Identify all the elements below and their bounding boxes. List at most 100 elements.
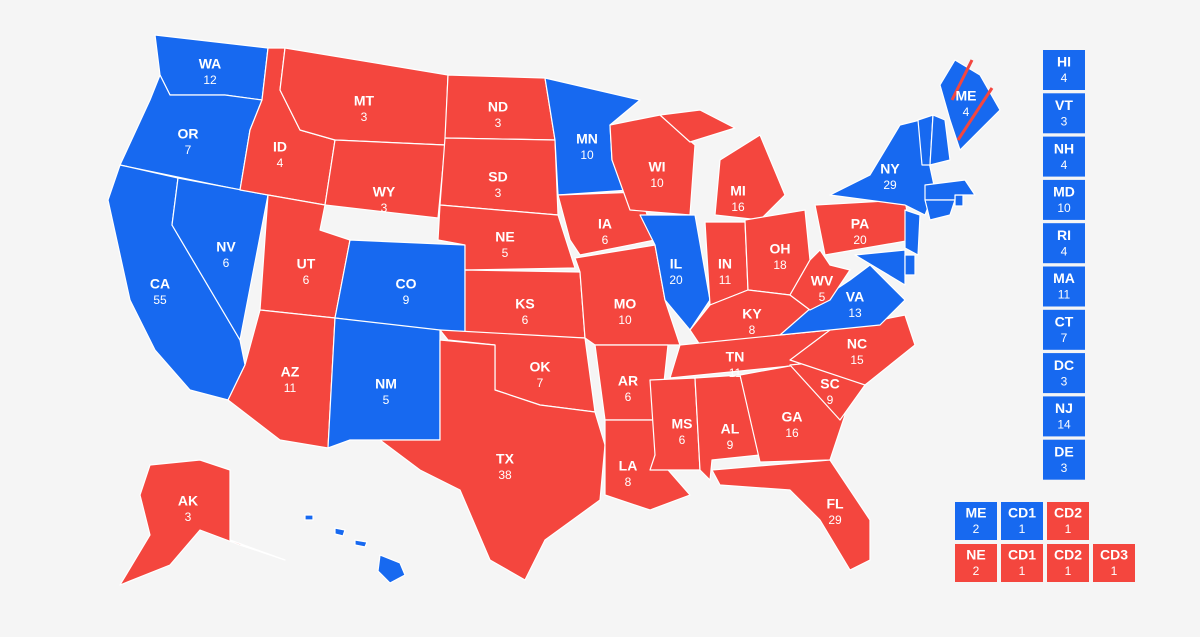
- state-votes: 6: [303, 273, 310, 287]
- split-box: [1047, 544, 1089, 582]
- hatch-line: [956, 87, 994, 141]
- split-votes: 1: [1065, 564, 1072, 578]
- split-box: [1093, 544, 1135, 582]
- hatch-line: [950, 59, 974, 101]
- state-abbr: MN: [576, 131, 598, 147]
- state-shape: [954, 194, 964, 207]
- state-votes: 29: [828, 513, 842, 527]
- state-votes: 6: [223, 256, 230, 270]
- state-abbr: MT: [354, 93, 375, 109]
- state-abbr: CT: [1055, 314, 1074, 330]
- split-votes: 2: [973, 564, 980, 578]
- state-shape: [659, 109, 786, 221]
- state-abbr: WV: [811, 273, 834, 289]
- state-votes: 8: [625, 475, 632, 489]
- state-abbr: DE: [1054, 443, 1073, 459]
- state-votes: 3: [495, 116, 502, 130]
- state-box: [1043, 93, 1085, 134]
- state-abbr: OR: [178, 126, 199, 142]
- state-abbr: VT: [1055, 97, 1073, 113]
- state-votes: 6: [602, 233, 609, 247]
- state-votes: 10: [650, 176, 664, 190]
- state-votes: 55: [153, 293, 167, 307]
- state-box: [1043, 223, 1085, 264]
- state-abbr: KS: [515, 296, 534, 312]
- split-name: CD1: [1008, 505, 1036, 521]
- state-abbr: MA: [1053, 270, 1075, 286]
- state-votes: 3: [1061, 461, 1068, 475]
- state-abbr: KY: [742, 306, 762, 322]
- state-votes: 11: [284, 381, 297, 395]
- state-abbr: ND: [488, 99, 508, 115]
- state-votes: 13: [848, 306, 862, 320]
- split-box: [1001, 544, 1043, 582]
- state-votes: 3: [1061, 374, 1068, 388]
- state-votes: 20: [669, 273, 683, 287]
- state-abbr: CA: [150, 276, 170, 292]
- state-abbr: WA: [199, 56, 222, 72]
- state-votes: 9: [827, 393, 834, 407]
- state-votes: 7: [1061, 331, 1068, 345]
- state-abbr: WY: [373, 184, 396, 200]
- state-abbr: TX: [496, 451, 515, 467]
- state-abbr: NC: [847, 336, 867, 352]
- state-abbr: LA: [619, 458, 638, 474]
- split-votes: 1: [1065, 522, 1072, 536]
- split-name: CD3: [1100, 547, 1128, 563]
- state-abbr: OH: [770, 241, 791, 257]
- state-votes: 5: [502, 246, 509, 260]
- split-name: ME: [966, 505, 987, 521]
- state-votes: 11: [729, 366, 742, 380]
- state-abbr: RI: [1057, 227, 1071, 243]
- state-votes: 4: [1061, 71, 1068, 85]
- split-votes: 1: [1019, 564, 1026, 578]
- state-votes: 10: [1057, 201, 1071, 215]
- state-box: [1043, 309, 1085, 350]
- state-shape: [904, 254, 916, 276]
- state-abbr: IL: [670, 256, 683, 272]
- state-votes: 5: [383, 393, 390, 407]
- state-votes: 11: [719, 273, 732, 287]
- state-abbr: NJ: [1055, 400, 1073, 416]
- state-box: [1043, 50, 1085, 90]
- state-abbr: IN: [718, 256, 732, 272]
- state-box: [1043, 179, 1085, 220]
- state-votes: 10: [618, 313, 632, 327]
- split-name: CD2: [1054, 547, 1082, 563]
- state-abbr: WI: [648, 159, 665, 175]
- state-abbr: SC: [820, 376, 839, 392]
- state-shape: [929, 114, 951, 166]
- split-votes: 1: [1111, 564, 1118, 578]
- state-abbr: GA: [782, 409, 803, 425]
- state-abbr: ID: [273, 139, 287, 155]
- state-abbr: MO: [614, 296, 637, 312]
- state-votes: 4: [277, 156, 284, 170]
- state-votes: 18: [773, 258, 787, 272]
- state-votes: 20: [853, 233, 867, 247]
- state-abbr: NV: [216, 239, 236, 255]
- state-abbr: AK: [178, 493, 198, 509]
- state-votes: 4: [963, 105, 970, 119]
- state-box: [1043, 136, 1085, 177]
- state-votes: 7: [537, 376, 544, 390]
- state-abbr: MS: [672, 416, 693, 432]
- split-name: NE: [966, 547, 985, 563]
- state-shape: [649, 377, 701, 471]
- state-abbr: OK: [530, 359, 551, 375]
- state-shape: [304, 514, 406, 584]
- state-votes: 3: [361, 110, 368, 124]
- state-votes: 3: [381, 201, 388, 215]
- split-box: [1047, 502, 1089, 540]
- state-abbr: NE: [495, 229, 514, 245]
- state-votes: 8: [749, 323, 756, 337]
- state-box: [1043, 396, 1085, 437]
- state-abbr: HI: [1057, 54, 1071, 70]
- state-abbr: DC: [1054, 357, 1074, 373]
- state-shape: [379, 339, 606, 581]
- state-shape: [854, 249, 906, 286]
- state-votes: 16: [785, 426, 799, 440]
